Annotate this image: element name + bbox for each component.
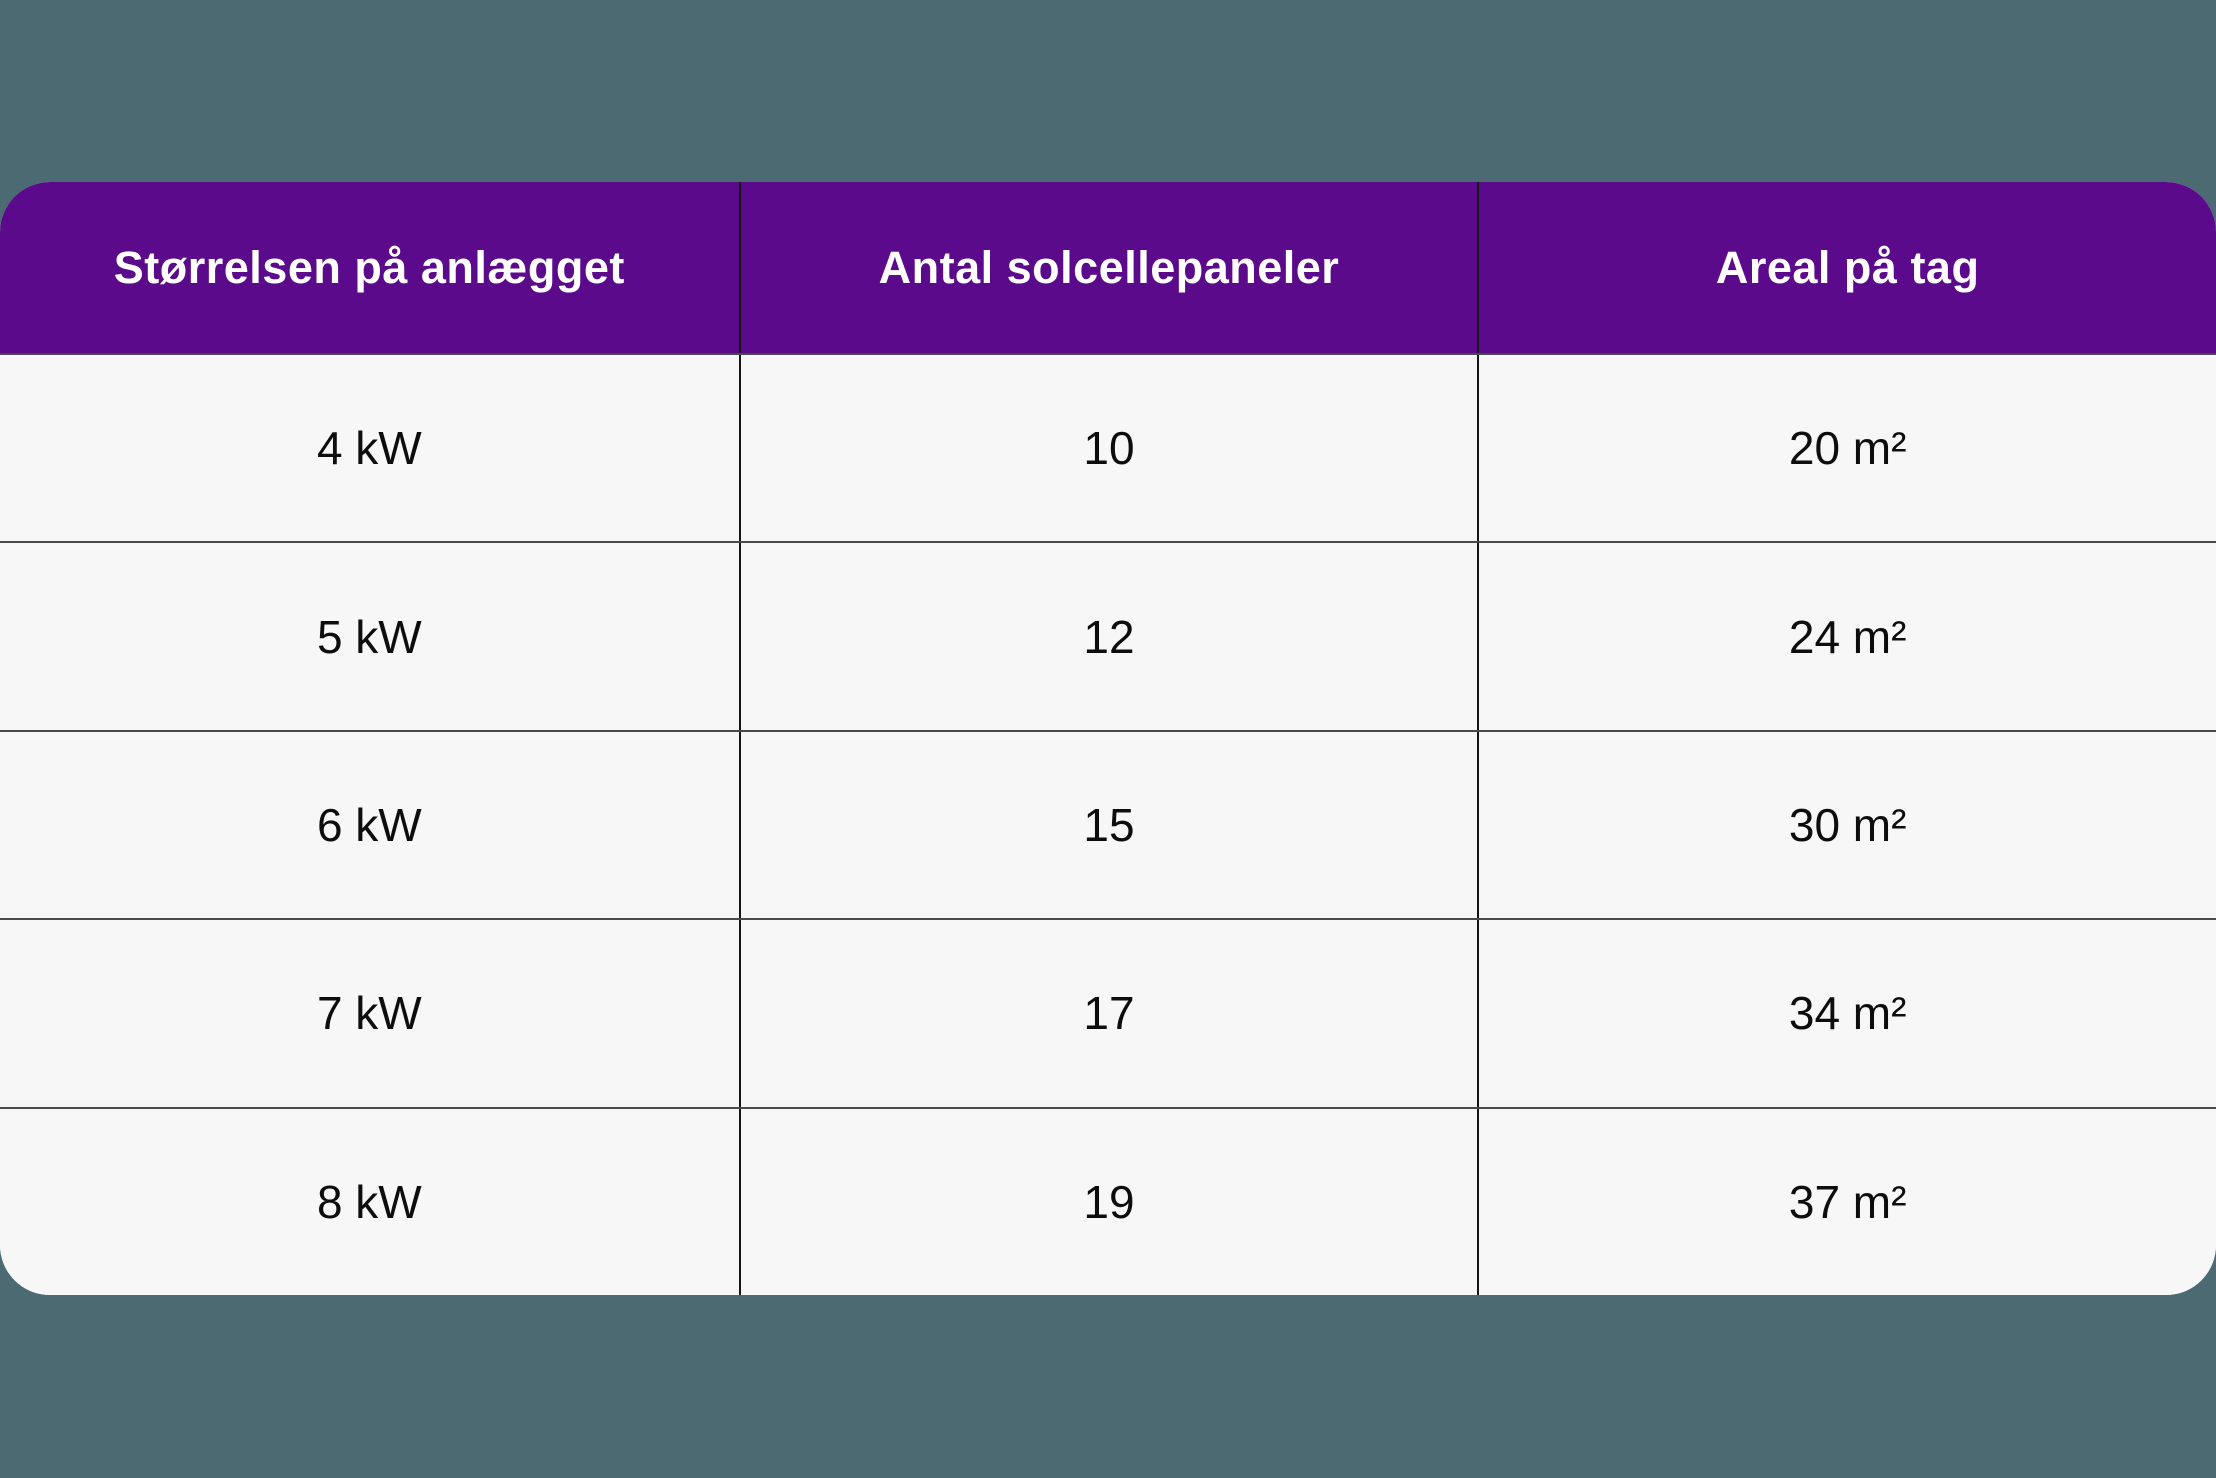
cell-panel-count: 12 [738,543,1478,730]
cell-system-size: 6 kW [316,798,422,851]
solar-panel-size-table: Størrelsen på anlægget Antal solcellepan… [0,182,2216,1295]
cell-panel-count: 19 [738,1108,1478,1295]
table-row: 6 kW 15 30 m² [0,729,2216,919]
table-row: 4 kW 10 20 m² [0,353,2216,542]
cell-system-size: 4 kW [316,422,422,475]
cell-system-size: 7 kW [316,987,422,1040]
cell-roof-area: 34 m² [1477,920,2216,1107]
table-row: 5 kW 12 24 m² [0,541,2216,730]
cell-panel-count: 15 [738,731,1478,919]
table-row: 7 kW 17 34 m² [0,918,2216,1107]
cell-roof-area: 24 m² [1477,543,2216,730]
table-row: 8 kW 19 37 m² [0,1106,2216,1295]
header-cell-system-size: Størrelsen på anlægget [113,241,625,293]
cell-system-size: 5 kW [316,610,422,663]
table-header-row: Størrelsen på anlægget Antal solcellepan… [0,182,2216,353]
header-cell-roof-area: Areal på tag [1477,182,2216,353]
cell-roof-area: 30 m² [1477,731,2216,919]
cell-roof-area: 37 m² [1477,1108,2216,1295]
table-body: 4 kW 10 20 m² 5 kW 12 24 m² 6 kW 15 30 m… [0,353,2216,1295]
header-cell-panel-count: Antal solcellepaneler [738,182,1478,353]
cell-system-size: 8 kW [316,1175,422,1228]
cell-roof-area: 20 m² [1477,355,2216,542]
cell-panel-count: 17 [738,920,1478,1107]
cell-panel-count: 10 [738,355,1478,542]
